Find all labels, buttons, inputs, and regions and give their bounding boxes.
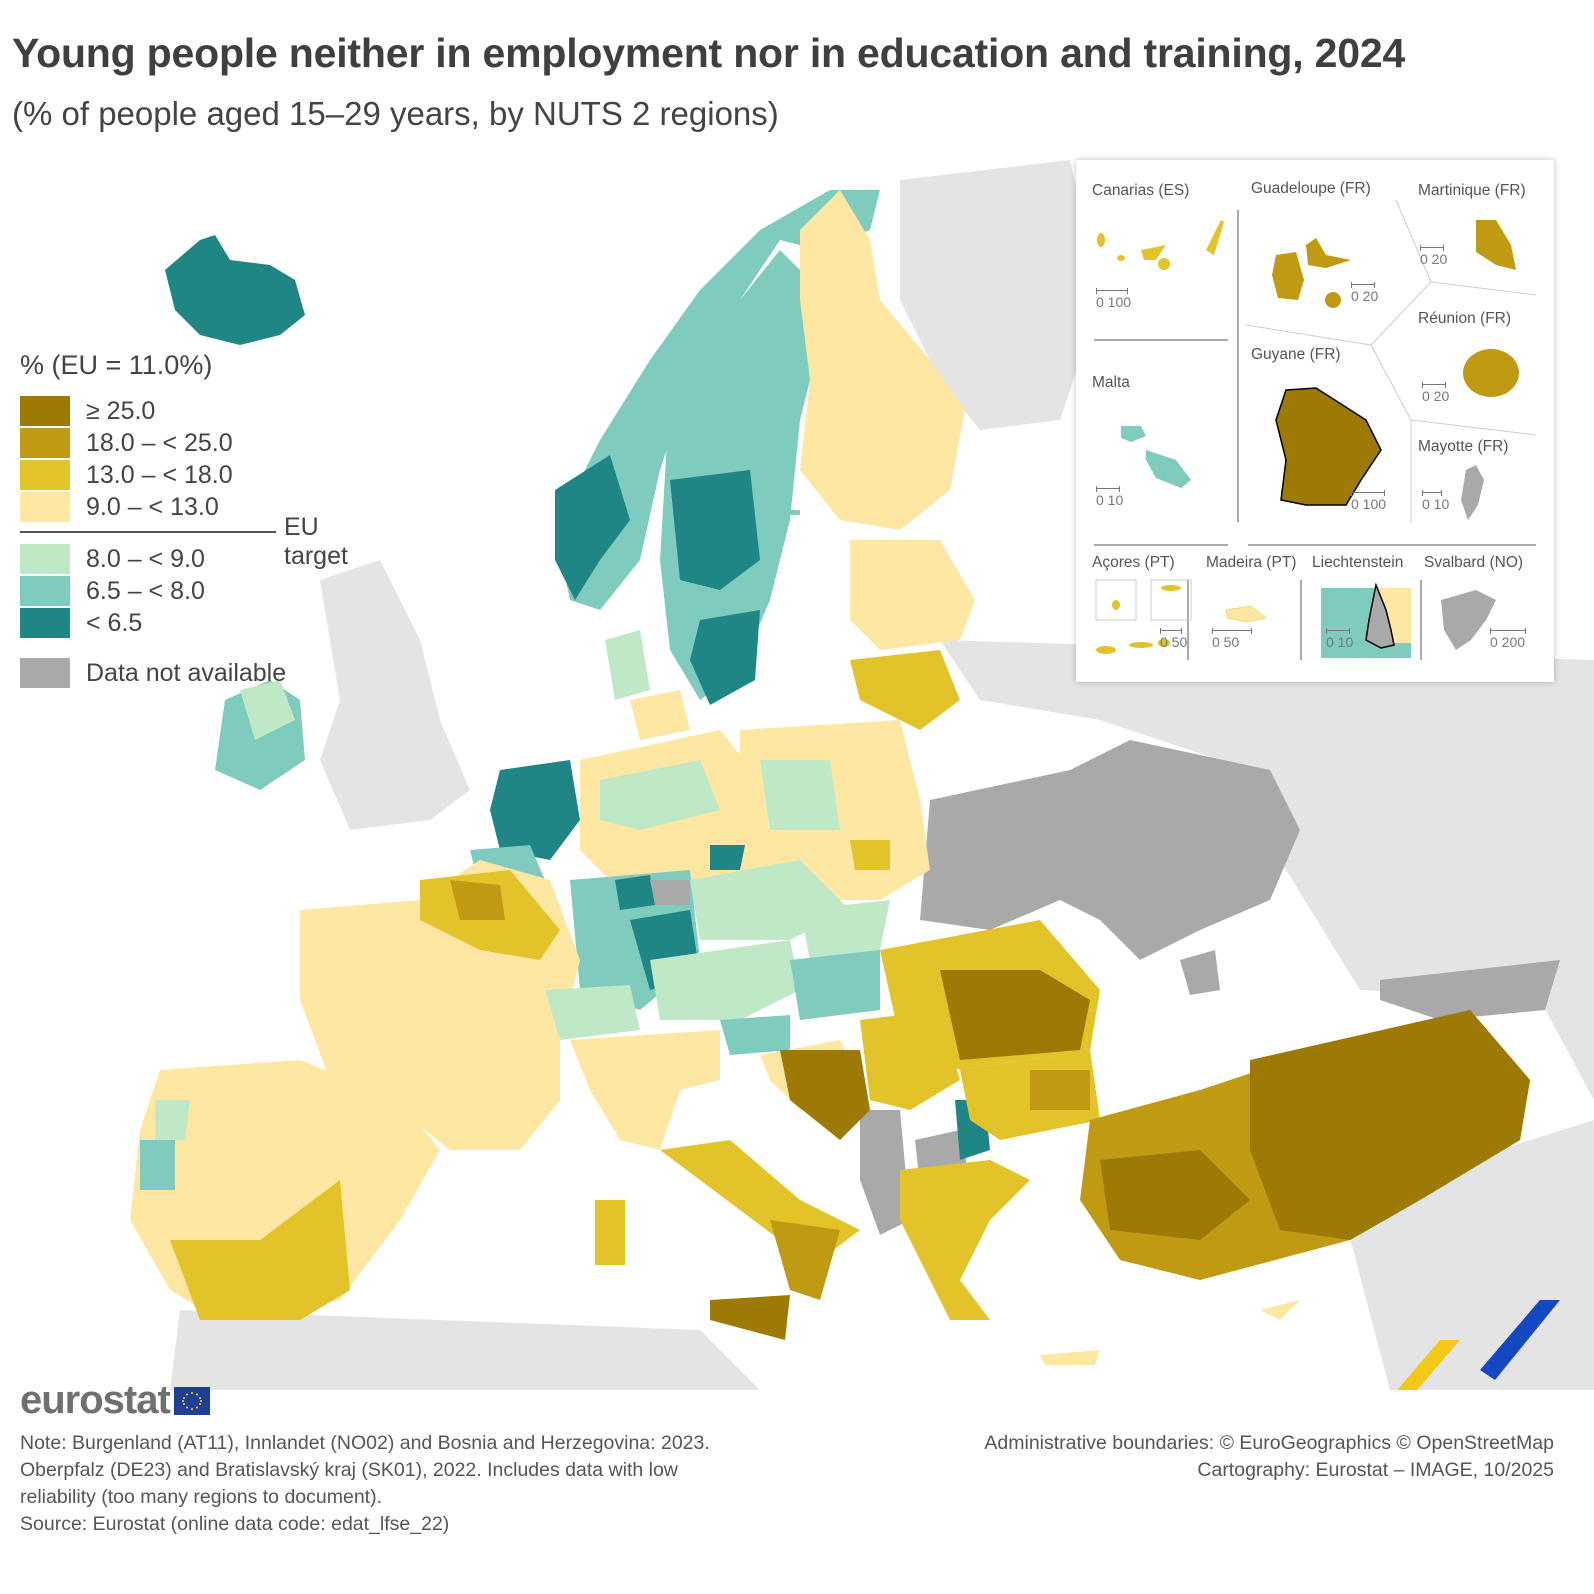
inset-shape-liechtenstein <box>1365 582 1395 649</box>
scale-bar-malta: 0 10 <box>1096 486 1123 508</box>
scale-bar-guyane: 0 100 <box>1351 490 1386 512</box>
legend-swatch <box>20 460 70 490</box>
scale-bar-reunion: 0 20 <box>1422 382 1449 404</box>
inset-shape-guyane <box>1275 387 1382 506</box>
note-line: Oberpfalz (DE23) and Bratislavský kraj (… <box>20 1459 678 1481</box>
scale-bar-martinique: 0 20 <box>1420 245 1447 267</box>
insets-panel: Canarias (ES) 0 100 Guadeloupe (FR) 0 20… <box>1076 160 1554 682</box>
inset-shape-madeira <box>1225 605 1267 623</box>
legend-row-class-1: ≥ 25.0 <box>20 395 286 427</box>
inset-shape-mayotte <box>1461 465 1484 520</box>
note-line: reliability (too many regions to documen… <box>20 1486 382 1508</box>
inset-label-acores: Açores (PT) <box>1092 554 1175 571</box>
note-line: Note: Burgenland (AT11), Innlandet (NO02… <box>20 1432 710 1454</box>
legend-swatch <box>20 492 70 522</box>
scale-bar-liechtenstein: 0 10 <box>1326 628 1353 650</box>
insets-dividers <box>1094 199 1537 660</box>
footnote: Note: Burgenland (AT11), Innlandet (NO02… <box>20 1430 820 1538</box>
legend-label: 18.0 – < 25.0 <box>86 428 233 457</box>
legend-label: 13.0 – < 18.0 <box>86 460 233 489</box>
source-line: Source: Eurostat (online data code: edat… <box>20 1513 450 1535</box>
inset-label-liechtenstein: Liechtenstein <box>1312 554 1404 571</box>
legend-row-class-7: < 6.5 <box>20 607 286 639</box>
eu-target-divider: EU target <box>20 513 348 570</box>
legend-label: Data not available <box>86 658 287 687</box>
page-subtitle: (% of people aged 15–29 years, by NUTS 2… <box>12 95 779 132</box>
legend-row-class-4: 9.0 – < 13.0 <box>20 491 286 523</box>
page-title: Young people neither in employment nor i… <box>12 30 1406 76</box>
legend-row-not-available: Data not available <box>20 657 286 689</box>
legend-row-class-2: 18.0 – < 25.0 <box>20 427 286 459</box>
scale-bar-madeira: 0 50 <box>1212 628 1252 650</box>
inset-shape-martinique <box>1476 220 1516 270</box>
legend-label: ≥ 25.0 <box>86 396 156 425</box>
credits: Administrative boundaries: © EuroGeograp… <box>984 1430 1554 1484</box>
legend-row-class-6: 6.5 – < 8.0 <box>20 575 286 607</box>
inset-label-guyane: Guyane (FR) <box>1251 346 1341 363</box>
legend-title: % (EU = 11.0%) <box>20 350 213 380</box>
eu-target-label: EU target <box>284 513 348 570</box>
inset-label-canarias: Canarias (ES) <box>1092 182 1190 199</box>
brand-swoosh-blue <box>1480 1300 1560 1380</box>
inset-shape-canarias <box>1097 220 1224 270</box>
legend-swatch <box>20 428 70 458</box>
legend-label: < 6.5 <box>86 608 143 637</box>
legend-swatch <box>20 396 70 426</box>
region-iceland <box>165 235 305 345</box>
inset-shape-malta <box>1121 426 1191 488</box>
legend-row-class-5: 8.0 – < 9.0 <box>20 543 286 575</box>
inset-shape-acores <box>1095 579 1192 654</box>
legend-swatch <box>20 608 70 638</box>
inset-label-reunion: Réunion (FR) <box>1418 310 1512 327</box>
legend-swatch <box>20 658 70 688</box>
brand-swoosh-yellow <box>1397 1340 1460 1390</box>
credits-line: Administrative boundaries: © EuroGeograp… <box>984 1432 1554 1454</box>
credits-line: Cartography: Eurostat – IMAGE, 10/2025 <box>1197 1459 1554 1481</box>
legend-label: 9.0 – < 13.0 <box>86 492 219 521</box>
inset-label-mayotte: Mayotte (FR) <box>1418 438 1509 455</box>
eu-target-line <box>20 531 276 533</box>
legend-label: 8.0 – < 9.0 <box>86 544 205 573</box>
scale-bar-mayotte: 0 10 <box>1422 490 1449 512</box>
inset-label-martinique: Martinique (FR) <box>1418 182 1526 199</box>
legend-label: 6.5 – < 8.0 <box>86 576 205 605</box>
inset-label-svalbard: Svalbard (NO) <box>1424 554 1524 571</box>
scale-bar-canarias: 0 100 <box>1096 288 1131 310</box>
inset-label-madeira: Madeira (PT) <box>1206 554 1297 571</box>
scale-bar-svalbard: 0 200 <box>1490 628 1526 650</box>
inset-label-malta: Malta <box>1092 374 1130 391</box>
logo-text: eurostat <box>20 1378 171 1422</box>
inset-shape-guadeloupe <box>1272 238 1351 308</box>
europe-choropleth-map <box>130 160 1594 1390</box>
scale-bar-acores: 0 50 <box>1160 628 1187 650</box>
inset-shape-svalbard <box>1441 590 1496 650</box>
eurostat-logo: eurostat <box>20 1378 210 1423</box>
legend-row-class-3: 13.0 – < 18.0 <box>20 459 286 491</box>
inset-label-guadeloupe: Guadeloupe (FR) <box>1251 180 1371 197</box>
legend-swatch <box>20 576 70 606</box>
scale-bar-guadeloupe: 0 20 <box>1351 282 1378 304</box>
legend-swatch <box>20 544 70 574</box>
inset-shape-reunion <box>1463 349 1519 397</box>
map-legend: % (EU = 11.0%) ≥ 25.0 18.0 – < 25.0 13.0… <box>20 350 348 689</box>
eu-flag-icon <box>173 1386 210 1415</box>
